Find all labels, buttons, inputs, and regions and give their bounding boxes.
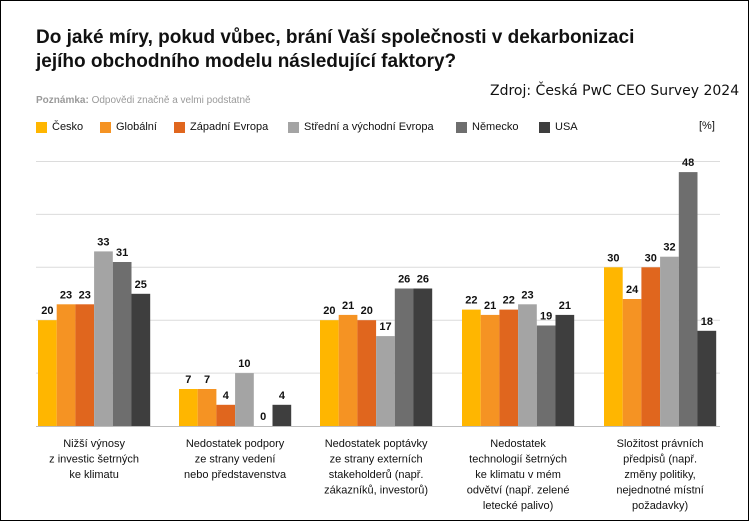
legend-swatch xyxy=(100,121,111,133)
data-label: 20 xyxy=(41,305,53,317)
bar xyxy=(197,389,217,426)
bar xyxy=(235,373,254,426)
data-label: 19 xyxy=(540,311,552,323)
data-label: 48 xyxy=(682,157,694,169)
data-label: 22 xyxy=(503,295,515,307)
bar xyxy=(376,336,395,426)
bar xyxy=(622,299,642,426)
bar xyxy=(75,304,95,426)
data-label: 21 xyxy=(484,300,496,312)
legend-label: Západní Evropa xyxy=(190,121,269,133)
data-label: 7 xyxy=(204,374,210,386)
legend-item: Česko xyxy=(36,121,83,133)
bar xyxy=(216,404,236,426)
data-label: 0 xyxy=(260,411,266,423)
legend-swatch xyxy=(174,121,185,133)
note-text: Odpovědi značně a velmi podstatně xyxy=(91,95,251,106)
data-label: 18 xyxy=(701,316,713,328)
chart-title: Do jaké míry, pokud vůbec, brání Vaší sp… xyxy=(36,27,635,72)
bar xyxy=(480,314,500,426)
legend-swatch xyxy=(288,121,299,133)
bar xyxy=(131,293,151,427)
bar xyxy=(641,267,661,426)
bar xyxy=(112,262,132,426)
bar xyxy=(518,304,537,426)
data-label: 4 xyxy=(279,390,286,402)
legend-swatch xyxy=(456,121,467,133)
bar xyxy=(555,314,575,426)
legend-item: Střední a východní Evropa xyxy=(288,121,434,133)
bar xyxy=(94,251,113,426)
data-label: 21 xyxy=(342,300,354,312)
category-label: Nedostatek technologií šetrných ke klimatu… xyxy=(467,438,570,512)
category-label: Nedostatek poptávky ze strany externích st… xyxy=(324,438,428,497)
data-label: 20 xyxy=(323,305,335,317)
bar xyxy=(604,267,623,426)
legend-label: USA xyxy=(555,121,578,133)
data-label: 7 xyxy=(185,374,191,386)
bar xyxy=(499,309,519,426)
bar xyxy=(56,304,76,426)
legend-label: Střední a východní Evropa xyxy=(304,121,434,133)
bar xyxy=(678,172,698,426)
data-label: 23 xyxy=(60,289,72,301)
bar xyxy=(697,330,717,426)
bar xyxy=(357,320,377,426)
chart-source: Zdroj: Česká PwC CEO Survey 2024 xyxy=(490,83,740,99)
legend-item: Západní Evropa xyxy=(174,121,268,133)
data-label: 22 xyxy=(465,295,477,307)
category-label: Složitost právních předpisů (např. změny p… xyxy=(616,438,703,512)
bar xyxy=(338,314,358,426)
bar xyxy=(320,320,339,426)
data-label: 26 xyxy=(398,274,410,286)
legend-item: USA xyxy=(539,121,578,133)
bar xyxy=(38,320,57,426)
data-label: 25 xyxy=(135,279,147,291)
legend-label: Globální xyxy=(116,121,157,133)
data-label: 21 xyxy=(559,300,571,312)
data-label: 33 xyxy=(97,236,109,248)
legend-label: Německo xyxy=(472,121,519,133)
legend-item: Německo xyxy=(456,121,518,133)
data-label: 30 xyxy=(645,252,657,264)
note-label: Poznámka: xyxy=(36,95,89,106)
data-label: 24 xyxy=(626,284,639,296)
unit-label: [%] xyxy=(699,120,715,132)
category-label: Nedostatek podpory ze strany vedení nebo p… xyxy=(184,438,287,481)
bar xyxy=(660,256,679,426)
bar xyxy=(179,389,198,426)
data-label: 23 xyxy=(521,289,533,301)
bar xyxy=(394,288,414,426)
data-label: 10 xyxy=(238,358,250,370)
category-label: Nižší výnosy z investic šetrných ke klimat… xyxy=(49,438,139,481)
data-label: 31 xyxy=(116,247,128,259)
bar xyxy=(413,288,433,426)
data-label: 23 xyxy=(79,289,91,301)
bar xyxy=(272,404,292,426)
legend-swatch xyxy=(36,121,47,133)
bar xyxy=(462,309,481,426)
data-label: 32 xyxy=(663,242,675,254)
chart-note: Poznámka: Odpovědi značně a velmi podsta… xyxy=(36,95,251,106)
legend-label: Česko xyxy=(52,121,84,133)
bar xyxy=(536,325,556,426)
data-label: 26 xyxy=(417,274,429,286)
data-label: 20 xyxy=(361,305,373,317)
data-label: 17 xyxy=(379,321,391,333)
legend-swatch xyxy=(539,121,550,133)
data-label: 30 xyxy=(607,252,619,264)
data-label: 4 xyxy=(223,390,230,402)
legend-item: Globální xyxy=(100,121,157,133)
